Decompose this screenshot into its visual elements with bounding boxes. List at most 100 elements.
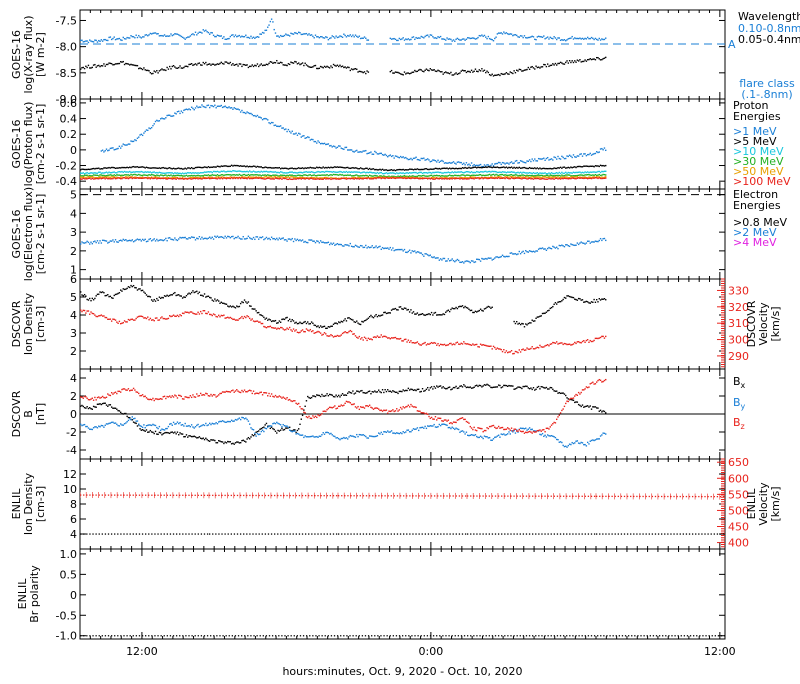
data-point (210, 314, 211, 315)
data-point (565, 174, 566, 175)
data-point (139, 36, 140, 37)
data-point (80, 169, 81, 170)
data-point (392, 247, 393, 248)
data-point (602, 39, 603, 40)
data-point (467, 164, 468, 165)
data-point (244, 238, 245, 239)
data-point (152, 167, 153, 168)
data-point (497, 163, 498, 164)
data-point (526, 176, 527, 177)
data-point (529, 322, 530, 323)
data-point (562, 245, 563, 246)
data-point (80, 176, 81, 177)
data-point (196, 291, 197, 292)
data-point (245, 175, 246, 176)
data-point (123, 172, 124, 173)
data-point (515, 178, 516, 179)
data-point (583, 243, 584, 244)
data-point (200, 107, 201, 108)
data-point (485, 171, 486, 172)
data-point (343, 167, 344, 168)
data-point (173, 175, 174, 176)
data-point (295, 132, 296, 133)
data-point (417, 71, 418, 72)
data-point (551, 65, 552, 66)
data-point (502, 174, 503, 175)
data-point (321, 174, 322, 175)
data-point (147, 35, 148, 36)
data-point (227, 174, 228, 175)
data-point (329, 178, 330, 179)
data-point (464, 306, 465, 307)
data-point (262, 315, 263, 316)
data-point (108, 178, 109, 179)
data-point (143, 132, 144, 133)
data-point (93, 168, 94, 169)
data-point (421, 178, 422, 179)
data-point (360, 167, 361, 168)
data-point (480, 70, 481, 71)
data-point (152, 172, 153, 173)
data-point (151, 177, 152, 178)
data-point (284, 178, 285, 179)
data-point (250, 178, 251, 179)
data-point (103, 151, 104, 152)
data-point (405, 169, 406, 170)
data-point (365, 175, 366, 176)
data-point (488, 166, 489, 167)
data-point (217, 316, 218, 317)
data-point (245, 317, 246, 318)
data-point (240, 63, 241, 64)
data-point (83, 295, 84, 296)
data-point (276, 178, 277, 179)
data-point (459, 306, 460, 307)
data-point (101, 65, 102, 66)
data-point (432, 176, 433, 177)
data-point (302, 239, 303, 240)
data-point (326, 171, 327, 172)
data-point (435, 257, 436, 258)
data-point (326, 144, 327, 145)
data-point (208, 177, 209, 178)
data-point (80, 309, 81, 310)
data-point (255, 177, 256, 178)
data-point (128, 178, 129, 179)
data-point (312, 172, 313, 173)
data-point (575, 178, 576, 179)
data-point (593, 176, 594, 177)
data-point (575, 172, 576, 173)
data-point (230, 237, 231, 238)
data-point (93, 172, 94, 173)
data-point (168, 295, 169, 296)
data-point (577, 178, 578, 179)
data-point (204, 174, 205, 175)
data-point (466, 162, 467, 163)
data-point (197, 33, 198, 34)
data-point (295, 178, 296, 179)
data-point (261, 315, 262, 316)
data-point (480, 35, 481, 36)
data-point (169, 115, 170, 116)
data-point (88, 178, 89, 179)
data-point (333, 243, 334, 244)
data-point (196, 313, 197, 314)
data-point (404, 173, 405, 174)
data-point (303, 33, 304, 34)
data-point (204, 63, 205, 64)
data-point (360, 71, 361, 72)
data-point (227, 166, 228, 167)
data-point (217, 35, 218, 36)
data-point (436, 172, 437, 173)
data-point (132, 286, 133, 287)
data-point (360, 151, 361, 152)
data-point (393, 308, 394, 309)
data-point (299, 322, 300, 323)
data-point (503, 177, 504, 178)
data-point (257, 36, 258, 37)
data-point (179, 314, 180, 315)
data-point (241, 110, 242, 111)
data-point (551, 178, 552, 179)
data-point (166, 35, 167, 36)
data-point (112, 178, 113, 179)
data-point (270, 239, 271, 240)
